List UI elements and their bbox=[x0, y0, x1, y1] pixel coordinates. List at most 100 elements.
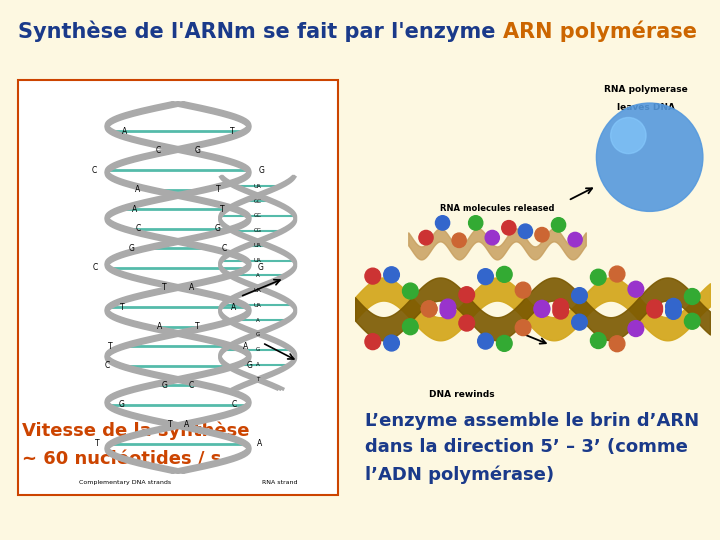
Text: Synthèse de l'ARNm se fait par l'enzyme: Synthèse de l'ARNm se fait par l'enzyme bbox=[18, 20, 503, 42]
Text: T: T bbox=[230, 126, 234, 136]
Bar bbox=[18, 80, 338, 495]
Text: T: T bbox=[194, 322, 199, 331]
Circle shape bbox=[568, 232, 582, 247]
Text: G: G bbox=[259, 166, 265, 174]
Circle shape bbox=[477, 333, 493, 349]
Text: C: C bbox=[135, 224, 140, 233]
Text: A: A bbox=[132, 205, 137, 214]
Circle shape bbox=[440, 299, 456, 315]
Text: G: G bbox=[194, 146, 200, 155]
Circle shape bbox=[516, 282, 531, 298]
Text: RNA molecules released: RNA molecules released bbox=[440, 204, 554, 213]
Text: UA: UA bbox=[254, 258, 261, 263]
Circle shape bbox=[596, 103, 703, 211]
Circle shape bbox=[553, 303, 569, 319]
Text: T: T bbox=[168, 420, 173, 429]
Circle shape bbox=[436, 215, 450, 230]
Circle shape bbox=[516, 320, 531, 335]
Text: T: T bbox=[220, 205, 224, 214]
Circle shape bbox=[365, 268, 381, 284]
Text: A: A bbox=[184, 420, 189, 429]
Text: T: T bbox=[256, 377, 259, 382]
Circle shape bbox=[666, 303, 681, 319]
Circle shape bbox=[469, 215, 483, 230]
Circle shape bbox=[518, 224, 533, 239]
Circle shape bbox=[497, 335, 512, 352]
Text: A: A bbox=[256, 273, 260, 278]
Circle shape bbox=[590, 333, 606, 348]
Circle shape bbox=[365, 334, 381, 349]
Text: G: G bbox=[256, 333, 260, 338]
Text: Complementary DNA strands: Complementary DNA strands bbox=[78, 481, 171, 485]
Text: C: C bbox=[232, 400, 237, 409]
Text: G: G bbox=[119, 400, 125, 409]
Circle shape bbox=[502, 220, 516, 235]
Text: RNA polymerase: RNA polymerase bbox=[604, 85, 688, 94]
Circle shape bbox=[459, 315, 474, 331]
Circle shape bbox=[402, 319, 418, 335]
Text: ~ 60 nucléotides / s: ~ 60 nucléotides / s bbox=[22, 450, 221, 468]
Circle shape bbox=[647, 302, 662, 318]
Text: A: A bbox=[256, 362, 260, 367]
Circle shape bbox=[628, 321, 644, 336]
Text: A: A bbox=[243, 342, 248, 350]
Circle shape bbox=[685, 288, 700, 305]
Circle shape bbox=[419, 231, 433, 245]
Text: UA: UA bbox=[254, 184, 261, 189]
Text: T: T bbox=[120, 302, 125, 312]
Text: G: G bbox=[162, 381, 168, 390]
Text: A: A bbox=[122, 126, 127, 136]
Text: T: T bbox=[216, 185, 221, 194]
Text: A: A bbox=[230, 302, 236, 312]
Text: leaves DNA: leaves DNA bbox=[617, 103, 675, 112]
Text: GC: GC bbox=[253, 199, 261, 204]
Circle shape bbox=[611, 118, 646, 153]
Circle shape bbox=[666, 299, 681, 314]
Circle shape bbox=[421, 301, 437, 317]
Circle shape bbox=[459, 287, 474, 302]
Text: G: G bbox=[258, 264, 264, 273]
Circle shape bbox=[572, 288, 588, 303]
Circle shape bbox=[477, 269, 493, 285]
Text: A: A bbox=[256, 318, 260, 322]
Circle shape bbox=[440, 303, 456, 319]
Circle shape bbox=[485, 231, 500, 245]
Text: T: T bbox=[95, 440, 99, 449]
Text: Vitesse de la synthèse: Vitesse de la synthèse bbox=[22, 422, 250, 441]
Text: A: A bbox=[256, 440, 261, 449]
Circle shape bbox=[402, 283, 418, 299]
Text: GC: GC bbox=[253, 213, 261, 219]
Text: CG: CG bbox=[253, 228, 261, 233]
Circle shape bbox=[452, 233, 467, 247]
Circle shape bbox=[552, 218, 566, 232]
Text: RNA strand: RNA strand bbox=[262, 481, 297, 485]
Text: A: A bbox=[135, 185, 140, 194]
Circle shape bbox=[553, 299, 569, 315]
Circle shape bbox=[572, 314, 588, 330]
Text: UA: UA bbox=[254, 303, 261, 308]
Text: T: T bbox=[162, 283, 167, 292]
Text: T: T bbox=[109, 342, 113, 350]
Text: ARN polymérase: ARN polymérase bbox=[503, 20, 697, 42]
Text: C: C bbox=[104, 361, 109, 370]
Circle shape bbox=[534, 301, 549, 318]
Text: C: C bbox=[93, 264, 98, 273]
Text: C: C bbox=[156, 146, 161, 155]
Circle shape bbox=[535, 227, 549, 242]
Text: A: A bbox=[189, 283, 194, 292]
Circle shape bbox=[384, 335, 400, 351]
Circle shape bbox=[384, 267, 400, 283]
Text: UA: UA bbox=[254, 288, 261, 293]
Text: L’enzyme assemble le brin d’ARN
dans la direction 5’ – 3’ (comme
l’ADN polyméras: L’enzyme assemble le brin d’ARN dans la … bbox=[365, 412, 699, 484]
Text: G: G bbox=[246, 361, 252, 370]
Text: UA: UA bbox=[254, 243, 261, 248]
Circle shape bbox=[534, 300, 549, 316]
Circle shape bbox=[647, 300, 662, 316]
Circle shape bbox=[497, 266, 512, 282]
Circle shape bbox=[609, 266, 625, 282]
Circle shape bbox=[421, 301, 437, 317]
Circle shape bbox=[609, 336, 625, 352]
Text: G: G bbox=[129, 244, 135, 253]
Text: A: A bbox=[157, 322, 162, 331]
Text: G: G bbox=[256, 347, 260, 352]
